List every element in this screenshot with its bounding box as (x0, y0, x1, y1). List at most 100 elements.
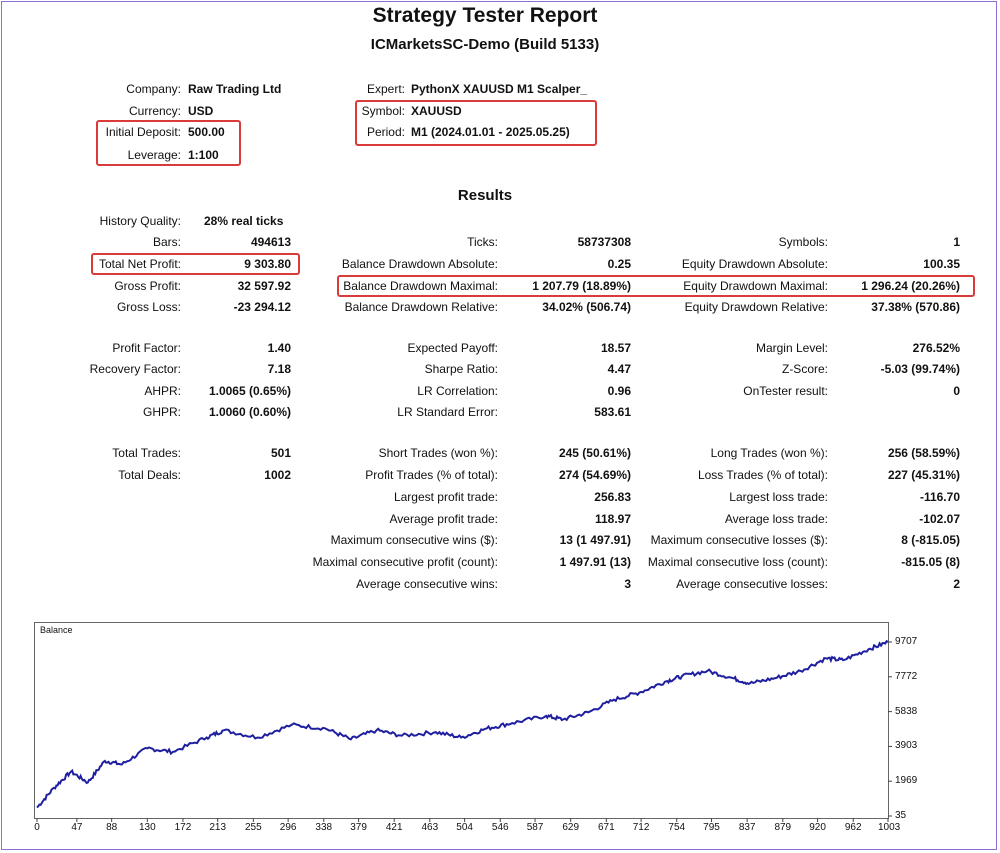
col1-value: 32 597.92 (237, 279, 291, 293)
col2-label: Sharpe Ratio: (424, 362, 498, 376)
highlight-total-net-profit (91, 253, 300, 275)
x-tick-label: 463 (421, 822, 439, 833)
col2-label: Ticks: (467, 235, 498, 249)
col2-label: Largest profit trade: (393, 490, 498, 504)
x-tick-label: 504 (456, 822, 473, 833)
col2-value: 13 (1 497.91) (559, 533, 631, 547)
col3-value: -116.70 (919, 490, 960, 504)
col3-label: Equity Drawdown Relative: (684, 300, 828, 314)
x-tick-label: 879 (774, 822, 792, 833)
x-tick-label: 296 (279, 822, 297, 833)
col1-label: Profit Factor: (112, 341, 181, 355)
col3-label: Long Trades (won %): (710, 446, 828, 460)
col3-label: Margin Level: (755, 341, 828, 355)
col1-value: 9 303.80 (244, 257, 291, 271)
y-tick-label: 9707 (895, 636, 918, 647)
col2-label: Maximum consecutive wins ($): (330, 533, 498, 547)
y-tick-label: 35 (895, 810, 907, 821)
x-tick-label: 172 (174, 822, 192, 833)
col3-label: Symbols: (778, 235, 828, 249)
col3-label: Maximum consecutive losses ($): (650, 533, 828, 547)
col1-label: Total Net Profit: (98, 257, 181, 271)
x-tick-label: 255 (245, 822, 262, 833)
info_right-label: Symbol: (361, 104, 405, 118)
col2-label: LR Standard Error: (397, 405, 498, 419)
col1-label: Bars: (152, 235, 181, 249)
col3-value: 1 296.24 (20.26%) (861, 279, 960, 293)
col1-label: Gross Loss: (116, 300, 181, 314)
col2-value: 1 207.79 (18.89%) (532, 279, 631, 293)
col1-label: Total Trades: (112, 446, 181, 460)
x-tick-label: 421 (385, 822, 403, 833)
col2-value: 0.96 (607, 384, 631, 398)
info_left-value: 1:100 (188, 148, 219, 162)
col3-value: -102.07 (919, 512, 960, 526)
col2-value: 4.47 (607, 362, 631, 376)
col1-value: 1.0065 (0.65%) (208, 384, 291, 398)
info_right-value: PythonX XAUUSD M1 Scalper_ (411, 82, 588, 96)
x-tick-label: 587 (526, 822, 544, 833)
x-tick-label: 1003 (878, 822, 901, 833)
highlight-drawdown-maximal (337, 275, 975, 297)
x-tick-label: 712 (632, 822, 650, 833)
col2-label: Expected Payoff: (407, 341, 498, 355)
col2-label: Short Trades (won %): (378, 446, 498, 460)
col3-value: 0 (953, 384, 960, 398)
col2-value: 256.83 (594, 490, 631, 504)
col2-value: 34.02% (506.74) (542, 300, 631, 314)
info_left-label: Currency: (128, 104, 181, 118)
col2-value: 3 (624, 577, 631, 591)
col1-value: 1.40 (267, 341, 291, 355)
x-tick-label: 837 (738, 822, 756, 833)
col2-label: LR Correlation: (417, 384, 498, 398)
col3-label: Maximal consecutive loss (count): (647, 555, 828, 569)
col2-label: Balance Drawdown Maximal: (343, 279, 498, 293)
col3-label: OnTester result: (743, 384, 828, 398)
info_left-value: Raw Trading Ltd (188, 82, 282, 96)
info_left-label: Leverage: (127, 148, 181, 162)
col2-label: Profit Trades (% of total): (365, 468, 498, 482)
col2-value: 274 (54.69%) (558, 468, 631, 482)
col1-label: AHPR: (144, 384, 181, 398)
x-tick-label: 546 (491, 822, 509, 833)
report-title: Strategy Tester Report (372, 4, 598, 27)
col2-label: Balance Drawdown Absolute: (341, 257, 498, 271)
col3-value: 276.52% (912, 341, 960, 355)
x-tick-label: 629 (562, 822, 580, 833)
y-tick-label: 5838 (895, 705, 918, 717)
x-tick-label: 213 (209, 822, 227, 833)
report-subtitle: ICMarketsSC-Demo (Build 5133) (370, 36, 600, 53)
info_right-value: M1 (2024.01.01 - 2025.05.25) (411, 125, 570, 139)
col1-label: Gross Profit: (114, 279, 181, 293)
col3-label: Loss Trades (% of total): (697, 468, 828, 482)
info_left-label: Company: (126, 82, 181, 96)
col3-value: -5.03 (99.74%) (880, 362, 960, 376)
info_right-value: XAUUSD (411, 104, 462, 118)
info_right-label: Expert: (366, 82, 405, 96)
col2-value: 1 497.91 (13) (559, 555, 631, 569)
col2-value: 245 (50.61%) (558, 446, 631, 460)
col3-value: 256 (58.59%) (887, 446, 960, 460)
x-tick-label: 130 (138, 822, 156, 833)
col3-label: Average loss trade: (724, 512, 828, 526)
col1-value: 28% real ticks (204, 214, 284, 228)
chart-legend-balance: Balance (40, 625, 73, 635)
x-tick-label: 920 (809, 822, 826, 833)
x-tick-label: 379 (350, 822, 367, 833)
col2-value: 118.97 (594, 512, 631, 526)
highlight-deposit-leverage (96, 120, 241, 166)
col2-value: 18.57 (600, 341, 631, 355)
col1-value: -23 294.12 (233, 300, 291, 314)
info_left-value: 500.00 (188, 125, 225, 139)
x-tick-label: 0 (34, 822, 40, 833)
col1-value: 501 (270, 446, 291, 460)
info_left-value: USD (188, 104, 214, 118)
col2-label: Maximal consecutive profit (count): (312, 555, 498, 569)
y-tick-label: 1969 (895, 775, 918, 787)
balance-chart (34, 622, 889, 819)
balance-series-line (36, 639, 889, 809)
x-tick-label: 671 (597, 822, 615, 833)
y-tick-label: 7772 (895, 670, 918, 682)
col2-label: Balance Drawdown Relative: (344, 300, 498, 314)
col3-value: 100.35 (923, 257, 960, 271)
